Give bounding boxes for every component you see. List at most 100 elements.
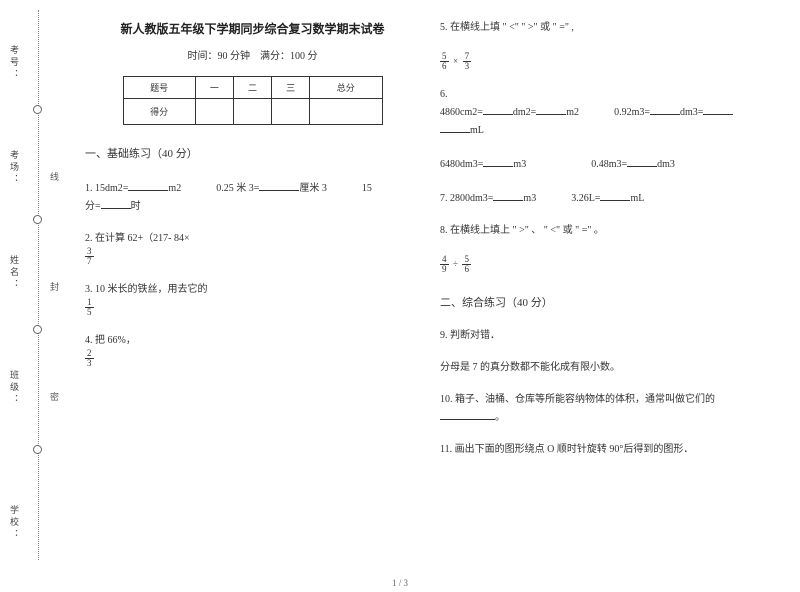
q6-l3d: dm3 (657, 159, 675, 170)
q1-text: 1. 15dm2= (85, 183, 128, 194)
blank (493, 189, 523, 201)
question-5: 5. 在横线上填 " <" " >" 或 " =" , 56 × 73 (440, 20, 775, 71)
q5-text: 5. 在横线上填 " <" " >" 或 " =" , (440, 22, 574, 33)
q6-head: 6. (440, 89, 448, 100)
q1-line2b: 时 (131, 201, 141, 212)
circle-marker (33, 215, 42, 224)
dotted-divider (38, 10, 39, 560)
q6-l1c: m2 (566, 107, 579, 118)
seal-char: 线 (50, 170, 59, 183)
exam-title: 新人教版五年级下学期同步综合复习数学期末试卷 (85, 20, 420, 37)
fraction: 37 (85, 247, 94, 266)
question-9: 9. 判断对错． 分母是 7 的真分数都不能化成有限小数。 (440, 328, 775, 376)
blank (536, 103, 566, 115)
cell-rowlabel: 得分 (123, 99, 195, 125)
q10-tail: 。 (495, 412, 505, 423)
q9-sub: 分母是 7 的真分数都不能化成有限小数。 (440, 362, 620, 373)
question-10: 10. 箱子、油桶、仓库等所能容纳物体的体积，通常叫做它们的 。 (440, 392, 775, 426)
time-label: 时间：90 分钟 (188, 51, 251, 62)
page-number: 1 / 3 (392, 578, 408, 588)
cell-empty (310, 99, 382, 125)
q6-l3c: 0.48m3= (591, 159, 627, 170)
frac-den: 3 (85, 359, 94, 368)
fraction: 23 (85, 349, 94, 368)
q6-l1a: 4860cm2= (440, 107, 483, 118)
blank (128, 179, 168, 191)
question-3: 3. 10 米长的铁丝，用去它的 15 (85, 282, 420, 317)
q1-tail: 15 (362, 183, 372, 194)
q6-l1b: dm2= (513, 107, 536, 118)
seal-char: 封 (50, 280, 59, 293)
cell-header: 题号 (123, 77, 195, 99)
cell-empty (195, 99, 233, 125)
binding-sidebar: 考号： 考场： 姓名： 班级： 学校： 线 封 密 (0, 0, 68, 570)
op-div: ÷ (453, 259, 458, 269)
blank (259, 179, 299, 191)
question-2: 2. 在计算 62+（217- 84× 37 (85, 231, 420, 266)
cell-header: 总分 (310, 77, 382, 99)
fullscore-label: 满分：100 分 (260, 51, 318, 62)
q3-text: 3. 10 米长的铁丝，用去它的 (85, 284, 208, 295)
exam-subtitle: 时间：90 分钟 满分：100 分 (85, 47, 420, 62)
side-label-class: 班级： (8, 370, 21, 406)
cell-header: 一 (195, 77, 233, 99)
column-right: 5. 在横线上填 " <" " >" 或 " =" , 56 × 73 6. 4… (430, 0, 785, 560)
q4-text: 4. 把 66%， (85, 335, 136, 346)
frac-den: 6 (440, 62, 449, 71)
table-row: 题号 一 二 三 总分 (123, 77, 382, 99)
score-table: 题号 一 二 三 总分 得分 (123, 76, 383, 125)
question-1: 1. 15dm2=m2 0.25 米 3=厘米 3 15 分=时 (85, 179, 420, 215)
q7-c: 3.26L= (571, 193, 600, 204)
q1-line2a: 分= (85, 201, 101, 212)
question-11: 11. 画出下面的图形绕点 O 顺时针旋转 90°后得到的图形． (440, 442, 775, 458)
cell-header: 三 (272, 77, 310, 99)
question-6: 6. 4860cm2= dm2= m2 0.92m3= dm3= mL 6480dm3… (440, 87, 775, 173)
side-label-name: 姓名： (8, 255, 21, 291)
seal-char: 密 (50, 390, 59, 403)
cell-empty (233, 99, 271, 125)
q7-b: m3 (523, 193, 536, 204)
q6-l2a: mL (470, 125, 484, 136)
q1-unit2: 厘米 3 (299, 183, 327, 194)
fraction: 49 (440, 255, 449, 274)
blank (483, 155, 513, 167)
fraction: 56 (462, 255, 471, 274)
blank (703, 103, 733, 115)
cell-empty (272, 99, 310, 125)
circle-marker (33, 325, 42, 334)
q8-text: 8. 在横线上填上 " >" 、 " <" 或 " =" 。 (440, 225, 604, 236)
blank (600, 189, 630, 201)
blank (101, 197, 131, 209)
side-label-school: 学校： (8, 505, 21, 541)
column-left: 新人教版五年级下学期同步综合复习数学期末试卷 时间：90 分钟 满分：100 分… (75, 0, 430, 560)
question-7: 7. 2800dm3= m3 3.26L= mL (440, 189, 775, 207)
q6-l3b: m3 (513, 159, 526, 170)
q9-text: 9. 判断对错． (440, 330, 500, 341)
q2-text: 2. 在计算 62+（217- 84× (85, 233, 190, 244)
frac-den: 3 (463, 62, 472, 71)
side-label-examno: 考号： (8, 45, 21, 81)
q6-l1e: dm3= (680, 107, 703, 118)
question-8: 8. 在横线上填上 " >" 、 " <" 或 " =" 。 49 ÷ 56 (440, 223, 775, 274)
section2-heading: 二、综合练习（40 分） (440, 294, 775, 310)
q10-text: 10. 箱子、油桶、仓库等所能容纳物体的体积，通常叫做它们的 (440, 394, 715, 405)
q6-l3a: 6480dm3= (440, 159, 483, 170)
q6-l1d: 0.92m3= (614, 107, 650, 118)
q11-text: 11. 画出下面的图形绕点 O 顺时针旋转 90°后得到的图形． (440, 444, 693, 455)
blank (627, 155, 657, 167)
fraction: 56 (440, 52, 449, 71)
blank (440, 121, 470, 133)
cell-header: 二 (233, 77, 271, 99)
q1-mid: 0.25 米 3= (216, 183, 259, 194)
circle-marker (33, 105, 42, 114)
q7-d: mL (630, 193, 644, 204)
frac-den: 6 (462, 265, 471, 274)
q7-a: 7. 2800dm3= (440, 193, 493, 204)
fraction: 73 (463, 52, 472, 71)
table-row: 得分 (123, 99, 382, 125)
frac-den: 9 (440, 265, 449, 274)
section1-heading: 一、基础练习（40 分） (85, 145, 420, 161)
question-4: 4. 把 66%， 23 (85, 333, 420, 368)
circle-marker (33, 445, 42, 454)
blank (440, 408, 495, 420)
